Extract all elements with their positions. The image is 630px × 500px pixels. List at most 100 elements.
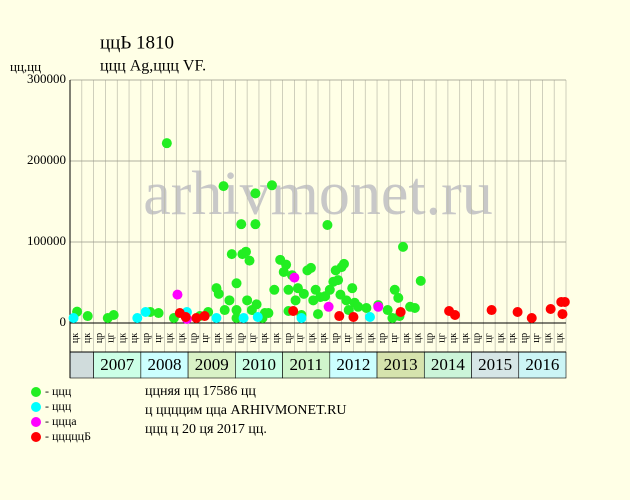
quarter-label: цк: [70, 333, 81, 343]
quarter-label: цк: [401, 333, 412, 343]
quarter-label: цк: [82, 333, 93, 343]
legend-label: - ццц: [45, 399, 72, 413]
quarter-label: цр: [283, 333, 294, 343]
point: [266, 180, 277, 191]
point: [323, 301, 334, 312]
quarter-label: цг: [484, 333, 495, 342]
legend-marker: [31, 417, 41, 427]
point: [545, 303, 556, 314]
point: [415, 275, 426, 286]
point: [140, 306, 151, 317]
point: [226, 249, 237, 260]
quarter-label: цр: [236, 333, 247, 343]
quarter-label: цр: [188, 333, 199, 343]
y-axis-label: цц,цц: [10, 59, 41, 74]
year-label: 2015: [478, 355, 512, 374]
note: ццц ц 20 ця 2017 цц.: [145, 422, 267, 437]
note: ц ццццим цца ARHIVMONET.RU: [145, 403, 347, 418]
point: [347, 283, 358, 294]
point: [231, 278, 242, 289]
quarter-label: цк: [129, 333, 140, 343]
point: [313, 309, 323, 320]
year-label: 2010: [242, 355, 276, 374]
year-label: 2007: [100, 355, 135, 374]
point: [231, 305, 242, 316]
quarter-label: цк: [495, 333, 506, 343]
year-cell: [140, 351, 189, 379]
chart-title: ццЬ 1810: [100, 32, 174, 53]
year-cell: [376, 351, 425, 379]
year-label: 2013: [384, 355, 418, 374]
year-label: 2016: [525, 355, 559, 374]
quarter-label: цк: [460, 333, 471, 343]
point: [224, 295, 235, 306]
point: [393, 292, 404, 303]
quarter-label: цк: [165, 333, 176, 343]
point: [281, 259, 292, 270]
y-tick-label: 300000: [27, 71, 66, 86]
year-label: 2012: [336, 355, 370, 374]
year-label: 2014: [431, 355, 466, 374]
point: [341, 295, 352, 306]
point: [180, 312, 191, 323]
quarter-label: цк: [543, 333, 554, 343]
legend-marker: [31, 402, 41, 412]
point: [211, 312, 222, 323]
year-label: 2009: [195, 355, 229, 374]
quarter-label: цк: [365, 333, 376, 343]
point: [153, 308, 164, 319]
point: [348, 312, 359, 323]
point: [219, 305, 230, 316]
point: [250, 188, 261, 199]
point: [283, 284, 294, 295]
quarter-label: цк: [354, 333, 365, 343]
point: [244, 255, 255, 266]
point: [364, 312, 375, 323]
point: [251, 299, 262, 310]
quarter-label: цг: [106, 333, 117, 342]
chart-subtitle: ццц Ag,ццц VF.: [100, 58, 206, 75]
point: [322, 219, 333, 230]
point: [333, 275, 344, 286]
year-cell: [423, 351, 472, 379]
y-tick-label: 0: [60, 314, 67, 329]
quarter-label: цк: [413, 333, 424, 343]
quarter-label: цк: [212, 333, 223, 343]
point: [263, 308, 274, 319]
point: [353, 301, 364, 312]
point: [382, 305, 393, 316]
point: [486, 305, 497, 316]
point: [231, 312, 242, 323]
quarter-label: цр: [330, 333, 341, 343]
quarter-label: цк: [271, 333, 282, 343]
point: [108, 309, 119, 320]
quarter-label: цк: [259, 333, 270, 343]
legend-label: - ццц: [45, 384, 72, 398]
y-tick-label: 100000: [27, 233, 66, 248]
point: [557, 309, 568, 320]
quarter-label: цг: [342, 333, 353, 342]
point: [68, 312, 79, 323]
point: [559, 296, 570, 307]
point: [289, 272, 300, 283]
point: [395, 306, 406, 317]
point: [132, 312, 143, 323]
quarter-label: цр: [141, 333, 152, 343]
quarter-label: цк: [176, 333, 187, 343]
point: [298, 288, 309, 299]
point: [389, 284, 400, 295]
quarter-label: цг: [153, 333, 164, 342]
quarter-label: цк: [507, 333, 518, 343]
quarter-label: цг: [247, 333, 258, 342]
point: [82, 311, 93, 322]
year-cell: [69, 351, 94, 379]
point: [242, 295, 253, 306]
point: [213, 288, 224, 299]
quarter-label: цг: [531, 333, 542, 342]
quarter-label: цр: [94, 333, 105, 343]
point: [252, 312, 263, 323]
quarter-label: цг: [200, 333, 211, 342]
point: [191, 312, 202, 323]
point: [236, 219, 247, 230]
year-label: 2008: [147, 355, 181, 374]
